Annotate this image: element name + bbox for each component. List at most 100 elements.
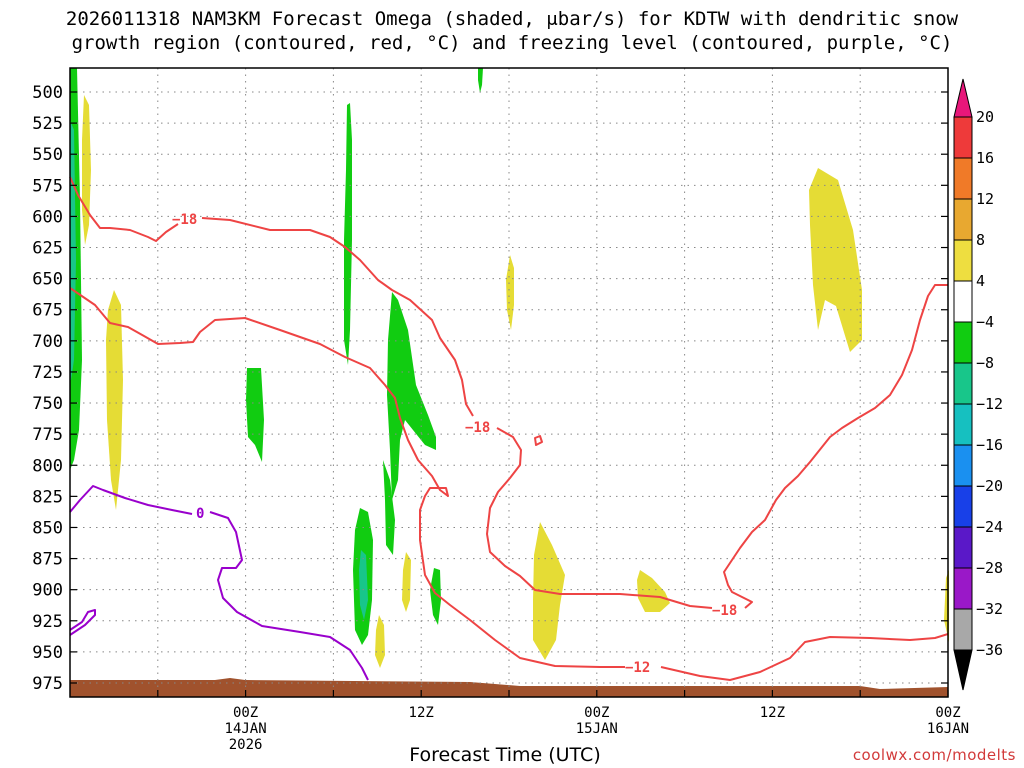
omega-region [344, 103, 352, 365]
colorbar-swatch [953, 321, 973, 364]
dgz-contour-label: −18 [172, 212, 197, 228]
colorbar-label: −12 [976, 395, 1003, 413]
omega-shading [70, 68, 949, 668]
terrain [70, 678, 948, 697]
omega-region [478, 68, 483, 93]
x-tick-label: 14JAN [225, 721, 267, 737]
colorbar-label: 4 [976, 272, 985, 290]
omega-region [387, 292, 436, 500]
colorbar-label: −8 [976, 354, 994, 372]
colorbar-swatch [953, 403, 973, 446]
dgz-contour-label: −12 [625, 660, 650, 676]
x-tick-label: 00Z [233, 705, 258, 721]
omega-region [533, 522, 565, 660]
colorbar-label: −16 [976, 436, 1003, 454]
credit-link[interactable]: coolwx.com/modelts [852, 746, 1016, 764]
y-tick-label: 725 [32, 363, 63, 383]
y-tick-label: 900 [32, 581, 63, 601]
colorbar-swatch [953, 444, 973, 487]
chart-title-line-2: growth region (contoured, red, °C) and f… [71, 32, 953, 54]
dgz-contour-label: −18 [465, 420, 490, 436]
contour-labels: −18 −18 −18 −12 0 [172, 212, 737, 676]
y-tick-label: 550 [32, 145, 63, 165]
grid [70, 68, 949, 697]
dgz-contour-line [660, 633, 949, 681]
y-axis: 500 525 550 575 600 625 650 675 700 725 750 775 800 8… [32, 83, 948, 694]
x-tick-label: 2026 [229, 737, 263, 753]
omega-region [383, 460, 395, 555]
colorbar-swatch [953, 198, 973, 241]
dgz-contours [69, 176, 949, 681]
x-tick-label: 15JAN [576, 721, 618, 737]
freezing-contour-line [69, 609, 96, 636]
y-tick-label: 925 [32, 612, 63, 632]
colorbar-swatch [953, 157, 973, 200]
y-tick-label: 875 [32, 550, 63, 570]
x-tick-label: 00Z [935, 705, 960, 721]
colorbar-label: 16 [976, 149, 994, 167]
omega-region [106, 290, 123, 510]
colorbar-swatch [953, 485, 973, 528]
freezing-contours [69, 485, 369, 681]
y-tick-label: 975 [32, 674, 63, 694]
colorbar-swatch [953, 239, 973, 282]
omega-region [809, 168, 862, 352]
colorbar-swatch [953, 280, 973, 323]
colorbar-label: 8 [976, 231, 985, 249]
colorbar-bottom-arrow [953, 649, 973, 691]
y-tick-label: 500 [32, 83, 63, 103]
y-tick-label: 750 [32, 394, 63, 414]
dgz-contour-line [723, 284, 948, 609]
colorbar: 20 16 12 8 4 −4 −8 −12 −16 −20 −24 −28 −32 −36 [953, 78, 1003, 691]
omega-region [375, 615, 385, 668]
omega-region [430, 568, 441, 625]
colorbar-label: −4 [976, 313, 994, 331]
colorbar-swatch [953, 116, 973, 159]
omega-region [82, 95, 91, 245]
y-tick-label: 950 [32, 643, 63, 663]
colorbar-swatch [953, 608, 973, 651]
y-tick-label: 525 [32, 114, 63, 134]
freezing-contour-line [69, 485, 193, 515]
y-tick-label: 600 [32, 207, 63, 227]
x-tick-label: 16JAN [927, 721, 969, 737]
dgz-contour-line [201, 217, 474, 417]
freezing-contour-line [209, 511, 369, 681]
x-tick-label: 12Z [760, 705, 785, 721]
dgz-contour-line [534, 435, 543, 446]
colorbar-top-arrow [953, 78, 973, 118]
x-tick-label: 12Z [409, 705, 434, 721]
colorbar-swatch [953, 526, 973, 569]
y-tick-label: 775 [32, 425, 63, 445]
colorbar-label: −24 [976, 518, 1003, 536]
omega-region [637, 570, 670, 612]
colorbar-label: −28 [976, 559, 1003, 577]
colorbar-swatch [953, 567, 973, 610]
freezing-contour-label: 0 [196, 506, 204, 522]
y-tick-label: 850 [32, 518, 63, 538]
chart-title-line-1: 2026011318 NAM3KM Forecast Omega (shaded… [65, 8, 959, 30]
y-tick-label: 625 [32, 239, 63, 259]
plot-frame [69, 67, 949, 698]
dgz-contour-label: −18 [712, 603, 737, 619]
x-tick-label: 00Z [584, 705, 609, 721]
y-tick-label: 700 [32, 332, 63, 352]
colorbar-swatch [953, 362, 973, 405]
omega-region [402, 552, 411, 612]
dgz-contour-line [69, 176, 179, 242]
colorbar-label: −20 [976, 477, 1003, 495]
dgz-contour-line [69, 287, 625, 668]
omega-region [506, 255, 514, 330]
colorbar-label: 20 [976, 108, 994, 126]
y-tick-label: 825 [32, 487, 63, 507]
omega-region [246, 368, 264, 462]
y-tick-label: 575 [32, 176, 63, 196]
dgz-contour-line [486, 427, 713, 609]
colorbar-label: −36 [976, 641, 1003, 659]
y-tick-label: 650 [32, 270, 63, 290]
x-axis-title: Forecast Time (UTC) [409, 744, 601, 766]
colorbar-label: 12 [976, 190, 994, 208]
omega-region [359, 550, 368, 620]
